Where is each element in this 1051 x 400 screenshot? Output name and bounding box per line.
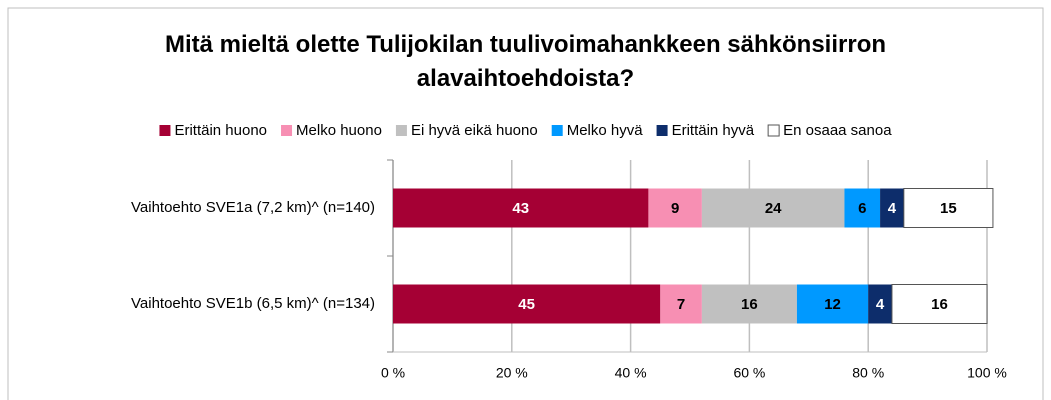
legend-label: Melko hyvä [567, 122, 644, 139]
y-tick-label: Vaihtoehto SVE1a (7,2 km)^ (n=140) [131, 199, 375, 216]
x-tick-label: 40 % [615, 365, 647, 381]
legend-label: Erittäin hyvä [672, 122, 755, 139]
bar-segment [393, 188, 649, 228]
data-label: 9 [671, 200, 679, 217]
x-tick-label: 0 % [381, 365, 405, 381]
chart-title-box: Mitä mieltä olette Tulijokilan tuulivoim… [0, 28, 1051, 96]
x-tick-label: 100 % [967, 365, 1007, 381]
legend-label: Ei hyvä eikä huono [411, 122, 538, 139]
y-tick-label: Vaihtoehto SVE1b (6,5 km)^ (n=134) [131, 295, 375, 312]
legend-swatch [656, 125, 668, 136]
data-label: 16 [931, 296, 948, 313]
legend-swatch [767, 124, 780, 137]
data-label: 16 [741, 296, 758, 313]
legend-swatch [281, 125, 293, 136]
legend-swatch [551, 125, 563, 136]
data-label: 7 [677, 296, 685, 313]
legend-swatch [159, 125, 171, 136]
legend-swatch [395, 125, 407, 136]
chart-title: Mitä mieltä olette Tulijokilan tuulivoim… [164, 31, 887, 92]
bar-segment [891, 284, 988, 324]
bar-segment [701, 284, 797, 324]
data-label: 24 [765, 200, 782, 217]
x-tick-label: 80 % [852, 365, 884, 381]
data-label: 6 [858, 200, 866, 217]
data-label: 15 [940, 200, 957, 217]
data-label: 4 [888, 200, 897, 217]
legend-label: Melko huono [296, 122, 382, 139]
bar-segment [868, 284, 892, 324]
bar-segment [796, 284, 869, 324]
data-label: 43 [512, 200, 529, 217]
bar-segment [880, 188, 904, 228]
data-label: 4 [876, 296, 885, 313]
x-tick-label: 20 % [496, 365, 528, 381]
data-label: 12 [824, 296, 841, 313]
legend-label: En osaaa sanoa [783, 122, 892, 139]
bar-segment [844, 188, 881, 228]
bar-segment [648, 188, 702, 228]
legend-label: Erittäin huono [174, 122, 267, 139]
bar-segment [701, 188, 845, 228]
data-label: 45 [518, 296, 535, 313]
x-tick-label: 60 % [733, 365, 765, 381]
bar-segment [903, 188, 994, 228]
chart-border [7, 7, 1044, 400]
bar-segment [393, 284, 661, 324]
bar-segment [660, 284, 702, 324]
